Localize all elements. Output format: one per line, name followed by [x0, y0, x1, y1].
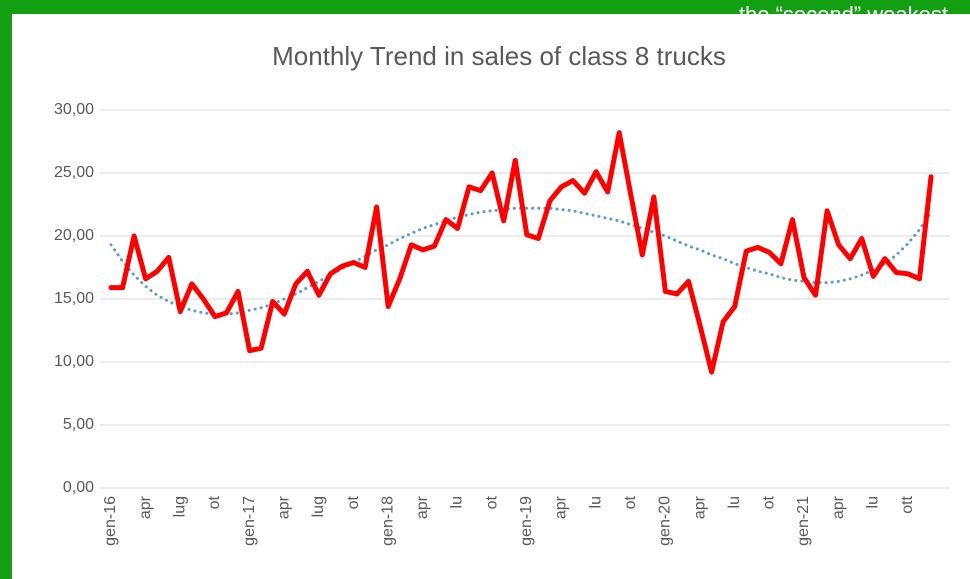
x-tick-label: gen-21: [795, 496, 812, 546]
x-tick-label: ot: [345, 495, 362, 509]
y-tick-label: 0,00: [63, 479, 94, 496]
x-tick-label: apr: [275, 495, 292, 519]
x-tick-label: gen-18: [379, 496, 396, 546]
x-tick-label: lu: [865, 496, 882, 508]
x-tick-label: gen-16: [102, 496, 119, 546]
y-tick-label: 25,00: [54, 164, 94, 181]
x-tick-label: gen-19: [518, 496, 535, 546]
data-line: [108, 130, 934, 375]
x-tick-label: gen-20: [657, 496, 674, 546]
x-tick-label: gen-17: [241, 496, 258, 546]
y-tick-label: 20,00: [54, 227, 94, 244]
y-tick-label: 5,00: [63, 416, 94, 433]
chart-frame: the “second” weakest Monthly Trend in sa…: [12, 2, 970, 579]
x-tick-label: ot: [206, 495, 223, 509]
x-tick-label: lug: [172, 496, 189, 517]
y-tick-label: 30,00: [54, 101, 94, 118]
x-tick-label: lu: [449, 496, 466, 508]
banner: the “second” weakest: [738, 2, 948, 27]
x-tick-label: apr: [414, 495, 431, 519]
x-tick-label: apr: [137, 495, 154, 519]
chart-title: Monthly Trend in sales of class 8 trucks: [272, 41, 726, 71]
x-tick-label: lu: [726, 496, 743, 508]
x-tick-label: apr: [553, 495, 570, 519]
x-tick-label: ott: [899, 495, 916, 513]
chart: Monthly Trend in sales of class 8 trucks…: [54, 41, 950, 546]
x-tick-label: apr: [830, 495, 847, 519]
y-tick-label: 10,00: [54, 353, 94, 370]
x-tick-label: lu: [587, 496, 604, 508]
x-tick-label: ot: [761, 495, 778, 509]
x-tick-label: lug: [310, 496, 327, 517]
y-tick-label: 15,00: [54, 290, 94, 307]
x-tick-label: ot: [622, 495, 639, 509]
x-tick-label: ot: [483, 495, 500, 509]
x-tick-label: apr: [691, 495, 708, 519]
